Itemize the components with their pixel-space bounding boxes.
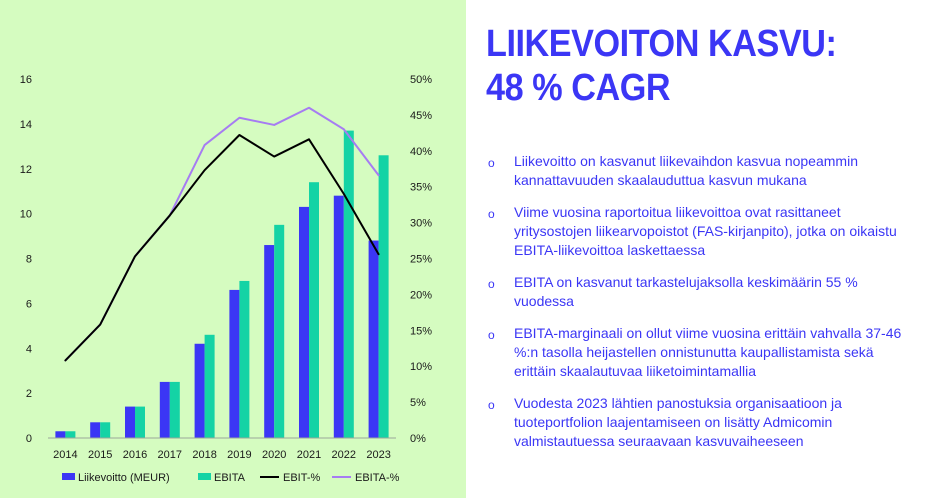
bar-ebita <box>204 334 215 438</box>
y-right-tick-label: 40% <box>410 146 432 158</box>
bullet-text: Vuodesta 2023 lähtien panostuksia organi… <box>514 395 842 449</box>
x-tick-label: 2023 <box>366 449 390 461</box>
bar-ebita <box>239 280 250 438</box>
bar-ebita <box>274 224 285 438</box>
legend-label: EBITA-% <box>355 472 400 484</box>
bar-liikevoitto <box>90 422 101 438</box>
x-tick-label: 2021 <box>297 449 321 461</box>
line-ebita-pct <box>64 106 380 362</box>
bullet-marker: o <box>488 207 495 221</box>
x-tick-label: 2017 <box>158 449 182 461</box>
x-tick-label: 2014 <box>53 449 77 461</box>
x-tick-label: 2020 <box>262 449 286 461</box>
bar-ebita <box>309 182 319 438</box>
bullet-item: o EBITA-marginaali on ollut viime vuosina… <box>486 324 916 381</box>
text-panel: LIIKEVOITON KASVU: 48 % CAGR o Liikevoitt… <box>466 0 933 498</box>
y-left-tick-label: 0 <box>26 433 32 445</box>
y-left-tick-label: 14 <box>20 119 32 131</box>
y-left-tick-label: 12 <box>20 164 32 176</box>
bullet-marker: o <box>488 328 495 342</box>
bar-liikevoitto <box>125 406 135 438</box>
bullet-marker: o <box>488 277 495 291</box>
legend-label: Liikevoitto (MEUR) <box>78 472 170 484</box>
legend-swatch <box>62 473 75 480</box>
legend-label: EBIT-% <box>283 472 321 484</box>
bullet-marker: o <box>488 398 495 412</box>
bar-ebita <box>135 406 145 438</box>
bar-ebita <box>100 422 111 438</box>
bullet-list: o Liikevoitto on kasvanut liikevaihdon ka… <box>486 152 916 464</box>
line-group <box>64 106 380 362</box>
x-tick-label: 2018 <box>192 449 216 461</box>
bar-liikevoitto <box>194 343 205 438</box>
x-tick-label: 2019 <box>227 449 251 461</box>
x-tick-label: 2022 <box>332 449 356 461</box>
bar-liikevoitto <box>229 289 240 438</box>
bullet-item: o Liikevoitto on kasvanut liikevaihdon ka… <box>486 152 916 190</box>
y-right-ticks: 0% 5% 10% 15% 20% 25% 30% 35% 40% 45% 50% <box>410 74 432 445</box>
y-left-tick-label: 16 <box>20 74 32 86</box>
y-right-tick-label: 45% <box>410 110 432 122</box>
y-left-tick-label: 6 <box>26 298 32 310</box>
bullet-text: EBITA on kasvanut tarkastelujaksolla kes… <box>514 274 858 309</box>
bar-liikevoitto <box>368 240 379 438</box>
bullet-text: Viime vuosina raportoitua liikevoittoa o… <box>514 204 897 258</box>
bullet-text: EBITA-marginaali on ollut viime vuosina … <box>514 325 902 379</box>
y-right-tick-label: 0% <box>410 433 426 445</box>
bullet-item: o EBITA on kasvanut tarkastelujaksolla ke… <box>486 273 916 311</box>
y-right-tick-label: 10% <box>410 361 432 373</box>
bullet-marker: o <box>488 156 495 170</box>
legend-label: EBITA <box>214 472 246 484</box>
headline-line-2: 48 % CAGR <box>486 67 671 109</box>
y-left-tick-label: 8 <box>26 254 32 266</box>
y-left-ticks: 0 2 4 6 8 10 12 14 16 <box>20 74 32 445</box>
headline-line-1: LIIKEVOITON KASVU: <box>486 23 837 65</box>
legend: Liikevoitto (MEUR) EBITA EBIT-% EBITA-% <box>62 472 400 484</box>
y-right-tick-label: 25% <box>410 254 432 266</box>
y-right-tick-label: 5% <box>410 397 426 409</box>
bullet-item: o Viime vuosina raportoitua liikevoittoa … <box>486 203 916 260</box>
y-right-tick-label: 20% <box>410 289 432 301</box>
y-left-tick-label: 10 <box>20 209 32 221</box>
combo-chart: 0 2 4 6 8 10 12 14 16 0% 5% 10% 15% 20% 25% 30% 35% 40% 4… <box>20 74 432 484</box>
bar-liikevoitto <box>159 381 170 438</box>
y-left-tick-label: 4 <box>26 343 32 355</box>
x-tick-label: 2016 <box>123 449 147 461</box>
bar-ebita <box>65 431 76 438</box>
bar-group <box>55 130 389 438</box>
y-right-tick-label: 30% <box>410 218 432 230</box>
bar-liikevoitto <box>55 431 66 438</box>
bar-liikevoitto <box>264 245 275 438</box>
bar-liikevoitto <box>299 206 309 438</box>
y-right-tick-label: 35% <box>410 182 432 194</box>
y-left-tick-label: 2 <box>26 388 32 400</box>
bar-liikevoitto <box>333 195 344 438</box>
headline: LIIKEVOITON KASVU: 48 % CAGR <box>486 22 837 110</box>
line-ebit-pct <box>64 134 380 362</box>
x-ticks: 2014 2015 2016 2017 2018 2019 2020 2021 2022 2023 <box>53 449 391 461</box>
bullet-text: Liikevoitto on kasvanut liikevaihdon kas… <box>514 153 858 188</box>
bar-ebita <box>169 381 180 438</box>
bar-ebita <box>378 155 389 438</box>
legend-swatch <box>198 473 211 480</box>
y-right-tick-label: 15% <box>410 325 432 337</box>
x-tick-label: 2015 <box>88 449 112 461</box>
bar-ebita <box>343 130 354 438</box>
bullet-item: o Vuodesta 2023 lähtien panostuksia organ… <box>486 394 916 451</box>
chart-panel: 0 2 4 6 8 10 12 14 16 0% 5% 10% 15% 20% 25% 30% 35% 40% 4… <box>0 0 466 498</box>
y-right-tick-label: 50% <box>410 74 432 86</box>
